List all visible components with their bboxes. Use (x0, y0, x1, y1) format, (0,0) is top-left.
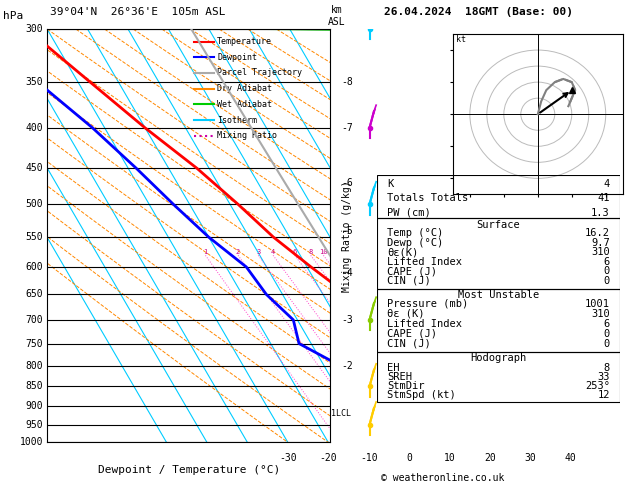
Text: 10: 10 (443, 452, 455, 463)
Text: 900: 900 (25, 401, 43, 411)
Text: Parcel Trajectory: Parcel Trajectory (217, 69, 302, 77)
Text: 253°: 253° (585, 381, 610, 391)
Text: 950: 950 (25, 419, 43, 430)
Text: © weatheronline.co.uk: © weatheronline.co.uk (381, 473, 504, 483)
Text: -4: -4 (342, 268, 353, 278)
Text: 6: 6 (604, 319, 610, 329)
Text: EH: EH (387, 364, 399, 373)
Text: Dewp (°C): Dewp (°C) (387, 238, 443, 248)
Text: 0: 0 (604, 276, 610, 286)
Text: kt: kt (456, 35, 466, 44)
Text: -3: -3 (342, 315, 353, 325)
Text: -6: -6 (342, 178, 353, 188)
Text: 350: 350 (25, 77, 43, 87)
Text: 26.04.2024  18GMT (Base: 00): 26.04.2024 18GMT (Base: 00) (384, 7, 572, 17)
Text: -2: -2 (342, 361, 353, 371)
Text: -20: -20 (320, 452, 337, 463)
Text: 400: 400 (25, 123, 43, 133)
Text: 600: 600 (25, 262, 43, 272)
Text: 0: 0 (604, 339, 610, 348)
Text: 41: 41 (598, 193, 610, 203)
Text: 0: 0 (604, 266, 610, 276)
Text: SREH: SREH (387, 372, 412, 382)
Text: 8: 8 (309, 249, 313, 255)
Text: Surface: Surface (477, 220, 520, 229)
Text: Dry Adiabat: Dry Adiabat (217, 84, 272, 93)
Text: 2: 2 (236, 249, 240, 255)
Text: StmDir: StmDir (387, 381, 425, 391)
Text: Dewpoint: Dewpoint (217, 53, 257, 62)
Text: 800: 800 (25, 361, 43, 371)
Text: CIN (J): CIN (J) (387, 276, 431, 286)
Text: θε(K): θε(K) (387, 247, 418, 257)
Text: 4: 4 (604, 179, 610, 189)
Text: 1.3: 1.3 (591, 208, 610, 218)
Text: 40: 40 (565, 452, 577, 463)
Text: Lifted Index: Lifted Index (387, 319, 462, 329)
Text: hPa: hPa (3, 12, 23, 21)
Text: Hodograph: Hodograph (470, 353, 526, 364)
Text: 30: 30 (525, 452, 537, 463)
Bar (377, 352, 620, 402)
Text: -8: -8 (342, 77, 353, 87)
Text: 750: 750 (25, 339, 43, 348)
Text: K: K (387, 179, 393, 189)
Bar (377, 175, 620, 218)
Text: 20: 20 (484, 452, 496, 463)
Text: 9.7: 9.7 (591, 238, 610, 248)
Text: 12: 12 (598, 390, 610, 400)
Text: Lifted Index: Lifted Index (387, 257, 462, 267)
Text: StmSpd (kt): StmSpd (kt) (387, 390, 456, 400)
Text: 6: 6 (604, 257, 610, 267)
Text: Pressure (mb): Pressure (mb) (387, 299, 469, 309)
Text: Dewpoint / Temperature (°C): Dewpoint / Temperature (°C) (97, 465, 280, 475)
Text: 39°04'N  26°36'E  105m ASL: 39°04'N 26°36'E 105m ASL (50, 7, 226, 17)
Text: 6: 6 (292, 249, 297, 255)
Text: θε (K): θε (K) (387, 309, 425, 319)
Text: 450: 450 (25, 163, 43, 174)
Text: Isotherm: Isotherm (217, 116, 257, 124)
Text: -10: -10 (360, 452, 377, 463)
Text: -7: -7 (342, 123, 353, 133)
Text: Wet Adiabat: Wet Adiabat (217, 100, 272, 109)
Text: 1000: 1000 (19, 437, 43, 447)
Text: 850: 850 (25, 382, 43, 392)
Text: 1: 1 (203, 249, 208, 255)
Text: 1LCL: 1LCL (331, 409, 351, 418)
Text: 310: 310 (591, 309, 610, 319)
Text: 16.2: 16.2 (585, 228, 610, 238)
Text: 300: 300 (25, 24, 43, 34)
Text: Temp (°C): Temp (°C) (387, 228, 443, 238)
Text: CIN (J): CIN (J) (387, 339, 431, 348)
Text: CAPE (J): CAPE (J) (387, 329, 437, 339)
Text: 4: 4 (271, 249, 276, 255)
Text: -30: -30 (279, 452, 297, 463)
Text: 0: 0 (604, 329, 610, 339)
Bar (377, 218, 620, 289)
Text: 3: 3 (256, 249, 260, 255)
Text: Totals Totals: Totals Totals (387, 193, 469, 203)
Text: Most Unstable: Most Unstable (458, 290, 539, 300)
Text: Mixing Ratio (g/kg): Mixing Ratio (g/kg) (342, 180, 352, 292)
Text: PW (cm): PW (cm) (387, 208, 431, 218)
Text: 10: 10 (319, 249, 328, 255)
Text: 310: 310 (591, 247, 610, 257)
Text: Mixing Ratio: Mixing Ratio (217, 131, 277, 140)
Text: 550: 550 (25, 232, 43, 242)
Text: 1001: 1001 (585, 299, 610, 309)
Bar (377, 289, 620, 352)
Text: 0: 0 (406, 452, 412, 463)
Text: 33: 33 (598, 372, 610, 382)
Text: 500: 500 (25, 199, 43, 209)
Text: 650: 650 (25, 290, 43, 299)
Text: 700: 700 (25, 315, 43, 325)
Text: CAPE (J): CAPE (J) (387, 266, 437, 276)
Text: 8: 8 (604, 364, 610, 373)
Text: Temperature: Temperature (217, 37, 272, 46)
Text: -5: -5 (342, 226, 353, 236)
Text: km
ASL: km ASL (328, 5, 345, 27)
